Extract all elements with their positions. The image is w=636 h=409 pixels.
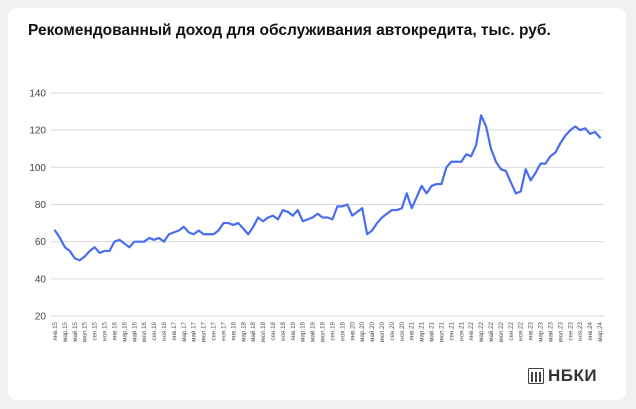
x-tick-label: ноя.22 <box>518 321 525 340</box>
x-tick-label: июл.17 <box>201 321 208 342</box>
x-tick-label: мар.20 <box>359 321 366 341</box>
chart-title: Рекомендованный доход для обслуживания а… <box>28 22 551 39</box>
x-tick-label: июл.18 <box>260 321 267 342</box>
x-tick-label: май.17 <box>191 321 198 341</box>
x-tick-label: янв.19 <box>290 321 297 340</box>
x-tick-label: ноя.15 <box>102 321 109 340</box>
x-tick-label: янв.16 <box>111 321 118 340</box>
x-tick-label: мар.24 <box>597 321 604 341</box>
x-tick-label: мар.17 <box>181 321 188 341</box>
x-tick-label: июл.21 <box>438 321 445 342</box>
y-tick-label: 20 <box>35 312 47 323</box>
x-tick-label: янв.24 <box>587 321 594 340</box>
x-tick-label: сен.21 <box>448 321 455 340</box>
x-tick-label: сен.23 <box>567 321 574 340</box>
x-tick-label: янв.17 <box>171 321 178 340</box>
x-tick-label: ноя.16 <box>161 321 168 340</box>
x-tick-label: ноя.18 <box>280 321 287 340</box>
series-group <box>53 114 602 262</box>
x-tick-label: май.15 <box>72 321 79 341</box>
x-tick-label: май.23 <box>547 321 554 341</box>
x-tick-label: май.18 <box>250 321 257 341</box>
x-tick-label: май.22 <box>488 321 495 341</box>
x-tick-label: янв.20 <box>349 321 356 340</box>
y-tick-label: 120 <box>29 126 46 137</box>
x-tick-label: мар.23 <box>538 321 545 341</box>
x-tick-label: мар.15 <box>62 321 69 341</box>
x-tick-label: июл.22 <box>498 321 505 342</box>
x-tick-label: янв.22 <box>468 321 475 340</box>
x-tick-label: мар.19 <box>300 321 307 341</box>
x-tick-label: ноя.17 <box>220 321 227 340</box>
x-tick-label: сен.16 <box>151 321 158 340</box>
gridlines <box>51 92 604 317</box>
y-tick-label: 80 <box>35 200 47 211</box>
x-tick-label: июл.23 <box>557 321 564 342</box>
x-tick-label: сен.19 <box>329 321 336 340</box>
x-tick-label: июл.16 <box>141 321 148 342</box>
x-tick-label: июл.15 <box>82 321 89 342</box>
x-tick-label: янв.23 <box>528 321 535 340</box>
x-axis-ticks: янв.15 мар.15 май.15 июл.15 сен.15 ноя.15 янв.… <box>52 321 604 342</box>
x-tick-label: мар.22 <box>478 321 485 341</box>
nbki-logo: НБКИ <box>528 366 597 386</box>
nbki-logo-icon <box>528 368 544 384</box>
x-tick-label: мар.18 <box>240 321 247 341</box>
x-tick-label: ноя.23 <box>577 321 584 340</box>
x-tick-label: ноя.20 <box>399 321 406 340</box>
y-tick-label: 60 <box>35 237 47 248</box>
x-tick-label: сен.17 <box>211 321 218 340</box>
x-tick-label: сен.20 <box>389 321 396 340</box>
x-tick-label: июл.19 <box>320 321 327 342</box>
x-tick-label: мар.21 <box>419 321 426 341</box>
x-tick-label: сен.18 <box>270 321 277 340</box>
y-tick-label: 140 <box>29 89 46 100</box>
series-line <box>53 114 602 262</box>
nbki-logo-text: НБКИ <box>548 366 598 385</box>
x-tick-label: май.21 <box>429 321 436 341</box>
x-tick-label: ноя.21 <box>458 321 465 340</box>
x-tick-label: сен.22 <box>508 321 515 340</box>
x-tick-label: июл.20 <box>379 321 386 342</box>
y-axis-ticks: 20 40 60 80 100 120 140 <box>29 89 46 323</box>
x-tick-label: май.19 <box>310 321 317 341</box>
x-tick-label: сен.15 <box>92 321 99 340</box>
x-tick-label: янв.15 <box>52 321 59 340</box>
x-tick-label: ноя.19 <box>339 321 346 340</box>
x-tick-label: май.16 <box>131 321 138 341</box>
y-tick-label: 40 <box>35 274 47 285</box>
x-tick-label: янв.21 <box>409 321 416 340</box>
x-tick-label: мар.16 <box>121 321 128 341</box>
y-tick-label: 100 <box>29 163 46 174</box>
x-tick-label: май.20 <box>369 321 376 341</box>
x-tick-label: янв.18 <box>230 321 237 340</box>
